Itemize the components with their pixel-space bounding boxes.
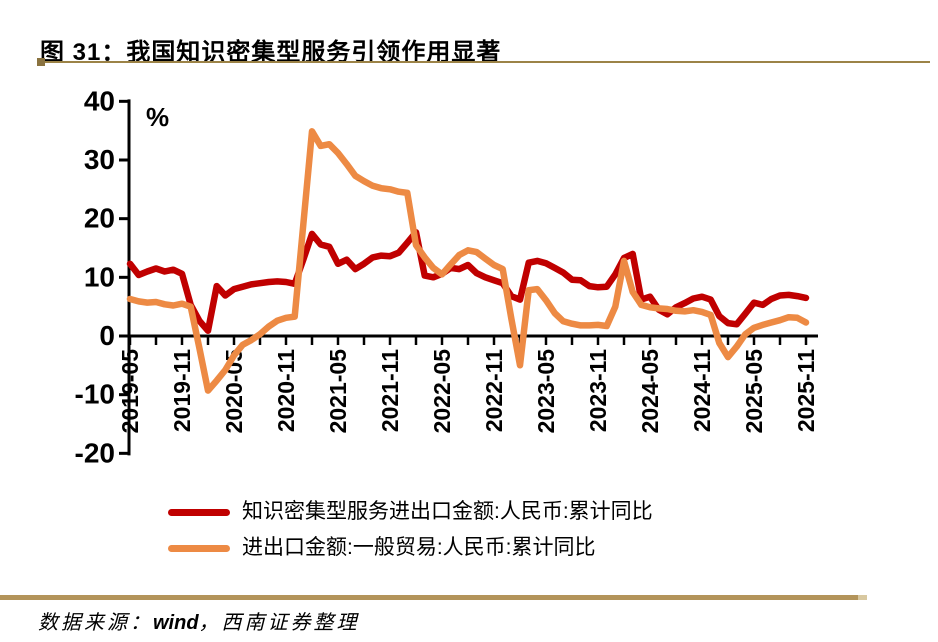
svg-text:10: 10: [84, 261, 115, 292]
legend-item-knowledge-services: 知识密集型服务进出口金额:人民币:累计同比: [168, 497, 653, 527]
footer-rule-line: [0, 595, 867, 600]
svg-text:2025-11: 2025-11: [793, 349, 819, 432]
svg-text:2022-11: 2022-11: [481, 349, 507, 432]
svg-text:2020-11: 2020-11: [273, 349, 299, 432]
footer-rule-end-cap-icon: [858, 595, 867, 600]
svg-text:2023-11: 2023-11: [585, 349, 611, 432]
svg-text:30: 30: [84, 144, 115, 175]
svg-text:40: 40: [84, 88, 115, 116]
rule-end-cap-icon: [37, 58, 45, 66]
svg-text:%: %: [146, 102, 169, 132]
legend-swatch-orange-line: [168, 544, 230, 552]
svg-text:2019-11: 2019-11: [169, 349, 195, 432]
svg-text:2021-05: 2021-05: [325, 349, 351, 434]
legend-label-knowledge-services: 知识密集型服务进出口金额:人民币:累计同比: [242, 500, 653, 523]
series-line-1: [126, 128, 810, 394]
svg-text:0: 0: [99, 320, 115, 351]
legend-label-general-trade: 进出口金额:一般贸易:人民币:累计同比: [242, 536, 596, 559]
source-prefix: 数据来源：: [38, 610, 153, 634]
source-suffix: ，西南证券整理: [198, 610, 360, 634]
svg-text:2024-11: 2024-11: [689, 349, 715, 432]
svg-text:2025-05: 2025-05: [741, 349, 767, 434]
svg-text:-10: -10: [75, 379, 115, 410]
title-rule-line: [37, 58, 930, 66]
svg-text:2023-05: 2023-05: [533, 349, 559, 434]
source-note: 数据来源：wind，西南证券整理: [38, 606, 360, 635]
chart-legend: 知识密集型服务进出口金额:人民币:累计同比 进出口金额:一般贸易:人民币:累计同…: [168, 497, 653, 563]
svg-text:20: 20: [84, 203, 115, 234]
svg-text:2024-05: 2024-05: [637, 349, 663, 434]
series-line-0: [126, 228, 810, 334]
source-wind: wind: [153, 612, 199, 634]
svg-text:2022-05: 2022-05: [429, 349, 455, 434]
legend-item-general-trade: 进出口金额:一般贸易:人民币:累计同比: [168, 533, 653, 563]
svg-text:-20: -20: [75, 437, 115, 468]
svg-text:2021-11: 2021-11: [377, 349, 403, 432]
svg-text:2019-05: 2019-05: [117, 349, 143, 434]
svg-text:2020-05: 2020-05: [221, 349, 247, 434]
legend-swatch-red-line: [168, 508, 230, 516]
